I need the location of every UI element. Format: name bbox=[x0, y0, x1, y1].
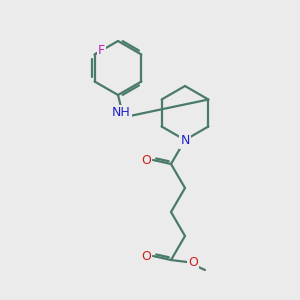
Text: NH: NH bbox=[112, 106, 130, 119]
Text: O: O bbox=[188, 256, 198, 269]
Text: O: O bbox=[141, 154, 151, 166]
Text: O: O bbox=[141, 250, 151, 262]
Text: F: F bbox=[98, 44, 105, 57]
Text: N: N bbox=[180, 134, 190, 148]
